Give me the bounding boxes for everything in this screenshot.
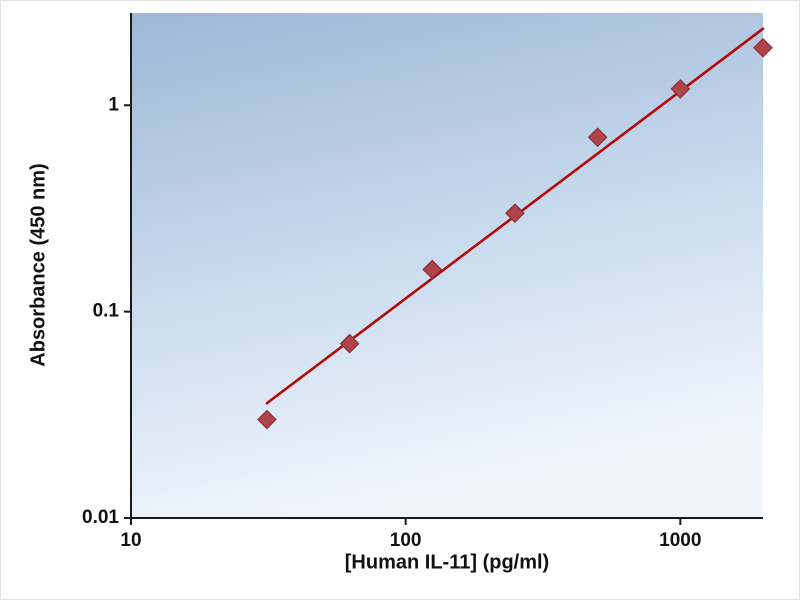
- data-point: [257, 409, 277, 430]
- data-point: [587, 127, 608, 148]
- plot-area: [131, 13, 763, 518]
- x-axis-title: [Human IL-11] (pg/ml): [344, 551, 550, 574]
- x-tick-label: 10: [120, 530, 141, 551]
- y-axis-title: Absorbance (450 nm): [27, 163, 50, 367]
- data-point: [505, 203, 525, 224]
- x-tick-label: 100: [390, 530, 422, 551]
- y-tick-label: 0.01: [82, 507, 119, 528]
- data-point: [753, 37, 773, 58]
- y-tick-label: 1: [108, 94, 119, 115]
- y-tick-label: 0.1: [93, 301, 120, 322]
- data-point: [339, 333, 360, 354]
- data-point: [422, 259, 443, 280]
- x-tick-label: 1000: [659, 530, 701, 551]
- data-point: [670, 79, 691, 99]
